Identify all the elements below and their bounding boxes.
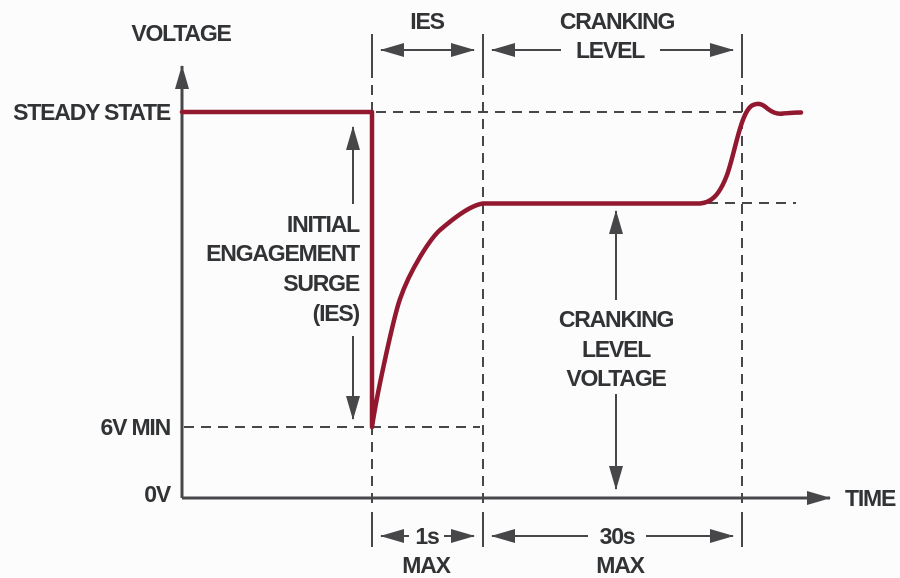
initial-engagement-surge-annotation: INITIAL ENGAGEMENT SURGE (IES) xyxy=(206,211,361,326)
svg-text:CRANKING: CRANKING xyxy=(559,306,674,332)
cranking-level-voltage-annotation: CRANKING LEVEL VOLTAGE xyxy=(559,306,675,391)
cranking-span-label-line2: LEVEL xyxy=(576,37,645,63)
thirty-s-duration-label: 30s xyxy=(600,523,635,549)
dashed-reference-lines xyxy=(184,68,796,508)
svg-text:SURGE: SURGE xyxy=(283,270,360,296)
svg-text:ENGAGEMENT: ENGAGEMENT xyxy=(206,240,360,266)
steady-state-level-label: STEADY STATE xyxy=(13,99,171,125)
x-axis-label: TIME xyxy=(845,485,896,511)
axes xyxy=(175,65,831,505)
svg-text:(IES): (IES) xyxy=(313,300,360,326)
zero-volt-level-label: 0V xyxy=(144,481,172,507)
y-axis-label: VOLTAGE xyxy=(131,20,231,46)
six-volt-min-level-label: 6V MIN xyxy=(101,414,171,440)
svg-text:VOLTAGE: VOLTAGE xyxy=(566,365,666,391)
annotation-arrows xyxy=(346,43,734,543)
svg-text:LEVEL: LEVEL xyxy=(582,336,651,362)
dimension-ticks xyxy=(371,34,743,547)
cranking-span-label-line1: CRANKING xyxy=(560,8,675,34)
labels: VOLTAGE TIME STEADY STATE 6V MIN 0V IES … xyxy=(13,8,897,578)
thirty-s-max-label: MAX xyxy=(596,552,645,578)
ies-span-label: IES xyxy=(410,8,444,34)
voltage-curve xyxy=(179,101,804,430)
svg-text:INITIAL: INITIAL xyxy=(287,211,360,237)
one-s-max-label: MAX xyxy=(402,552,451,578)
one-s-duration-label: 1s xyxy=(415,523,439,549)
